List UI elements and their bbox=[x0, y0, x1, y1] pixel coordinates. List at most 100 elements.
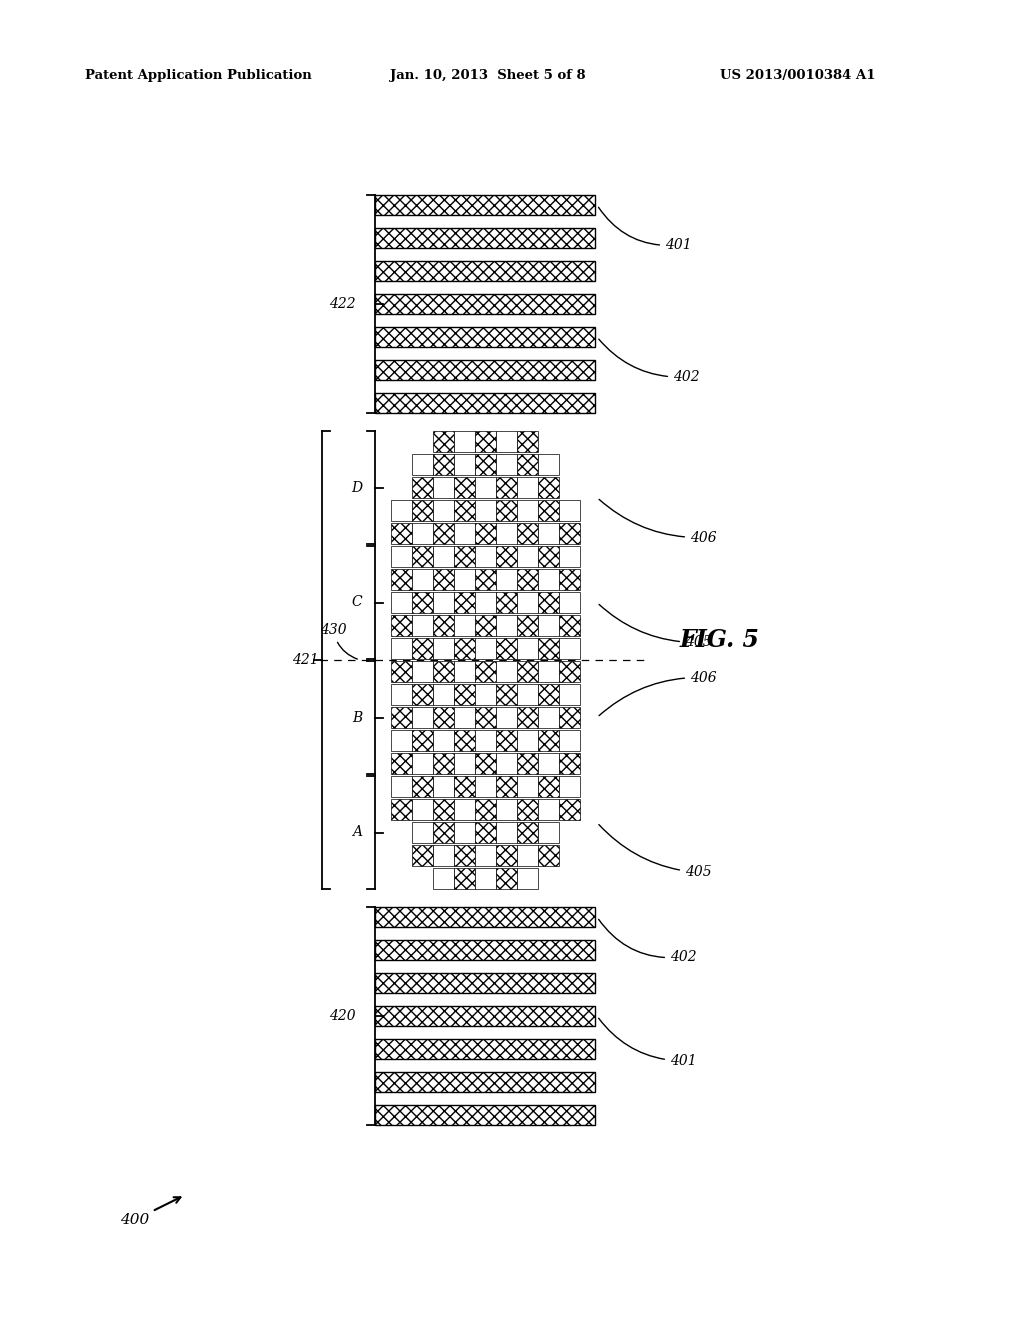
Bar bbox=[454, 500, 474, 521]
Bar bbox=[538, 845, 558, 866]
Bar bbox=[390, 500, 412, 521]
Text: 402: 402 bbox=[599, 339, 699, 384]
Bar bbox=[412, 708, 432, 729]
Bar bbox=[516, 591, 538, 612]
Bar bbox=[474, 799, 496, 820]
Bar bbox=[412, 454, 432, 475]
Bar bbox=[474, 500, 496, 521]
Text: Jan. 10, 2013  Sheet 5 of 8: Jan. 10, 2013 Sheet 5 of 8 bbox=[390, 69, 586, 82]
Text: 422: 422 bbox=[329, 297, 355, 312]
Bar bbox=[432, 869, 454, 888]
Bar bbox=[474, 454, 496, 475]
Bar bbox=[538, 638, 558, 659]
Bar bbox=[390, 661, 412, 682]
Bar bbox=[558, 799, 580, 820]
Bar bbox=[496, 638, 516, 659]
Bar bbox=[474, 869, 496, 888]
Bar bbox=[516, 730, 538, 751]
Bar bbox=[412, 776, 432, 797]
Bar bbox=[538, 730, 558, 751]
Bar bbox=[496, 799, 516, 820]
Bar bbox=[432, 546, 454, 568]
Bar bbox=[496, 454, 516, 475]
Bar bbox=[454, 752, 474, 774]
Bar bbox=[432, 708, 454, 729]
Bar bbox=[390, 752, 412, 774]
Bar bbox=[496, 591, 516, 612]
Bar bbox=[538, 454, 558, 475]
Bar bbox=[454, 454, 474, 475]
Bar bbox=[474, 546, 496, 568]
Bar bbox=[558, 684, 580, 705]
Bar bbox=[558, 752, 580, 774]
Bar bbox=[496, 661, 516, 682]
Bar bbox=[474, 845, 496, 866]
Bar bbox=[558, 569, 580, 590]
Bar bbox=[558, 546, 580, 568]
Bar bbox=[496, 752, 516, 774]
Bar bbox=[538, 708, 558, 729]
Bar bbox=[412, 615, 432, 636]
Bar bbox=[390, 730, 412, 751]
Bar bbox=[516, 708, 538, 729]
Bar bbox=[454, 730, 474, 751]
Bar bbox=[432, 432, 454, 451]
Bar bbox=[496, 569, 516, 590]
Bar bbox=[412, 591, 432, 612]
Bar bbox=[496, 432, 516, 451]
Bar bbox=[496, 776, 516, 797]
Bar bbox=[454, 546, 474, 568]
Bar bbox=[558, 708, 580, 729]
Bar bbox=[412, 684, 432, 705]
Bar bbox=[375, 907, 595, 927]
Text: 406: 406 bbox=[599, 499, 717, 544]
Bar bbox=[454, 432, 474, 451]
Bar bbox=[474, 684, 496, 705]
Bar bbox=[538, 477, 558, 498]
Bar bbox=[412, 638, 432, 659]
Text: US 2013/0010384 A1: US 2013/0010384 A1 bbox=[720, 69, 876, 82]
Bar bbox=[390, 776, 412, 797]
Bar bbox=[375, 1006, 595, 1026]
Bar bbox=[454, 523, 474, 544]
Bar bbox=[432, 684, 454, 705]
Bar bbox=[375, 327, 595, 347]
Bar bbox=[390, 569, 412, 590]
Bar bbox=[412, 799, 432, 820]
Bar bbox=[432, 638, 454, 659]
Bar bbox=[538, 500, 558, 521]
Text: 406: 406 bbox=[599, 671, 717, 715]
Text: A: A bbox=[352, 825, 362, 840]
Text: 402: 402 bbox=[599, 919, 696, 964]
Bar bbox=[412, 822, 432, 843]
Bar bbox=[474, 752, 496, 774]
Text: 420: 420 bbox=[329, 1008, 355, 1023]
Bar bbox=[454, 776, 474, 797]
Bar bbox=[454, 477, 474, 498]
Bar bbox=[558, 776, 580, 797]
Bar bbox=[454, 845, 474, 866]
Bar bbox=[558, 523, 580, 544]
Bar bbox=[390, 708, 412, 729]
Bar bbox=[454, 822, 474, 843]
Bar bbox=[496, 845, 516, 866]
Bar bbox=[496, 869, 516, 888]
Bar bbox=[474, 432, 496, 451]
Bar bbox=[496, 730, 516, 751]
Bar bbox=[538, 661, 558, 682]
Text: B: B bbox=[352, 710, 362, 725]
Bar bbox=[558, 615, 580, 636]
Text: 401: 401 bbox=[599, 207, 691, 252]
Bar bbox=[454, 638, 474, 659]
Bar bbox=[474, 822, 496, 843]
Bar bbox=[412, 477, 432, 498]
Bar bbox=[496, 822, 516, 843]
Text: 405: 405 bbox=[599, 605, 712, 649]
Bar bbox=[375, 360, 595, 380]
Bar bbox=[432, 523, 454, 544]
Bar bbox=[375, 195, 595, 215]
Bar bbox=[432, 661, 454, 682]
Bar bbox=[454, 799, 474, 820]
Bar bbox=[375, 1039, 595, 1059]
Bar bbox=[375, 1072, 595, 1092]
